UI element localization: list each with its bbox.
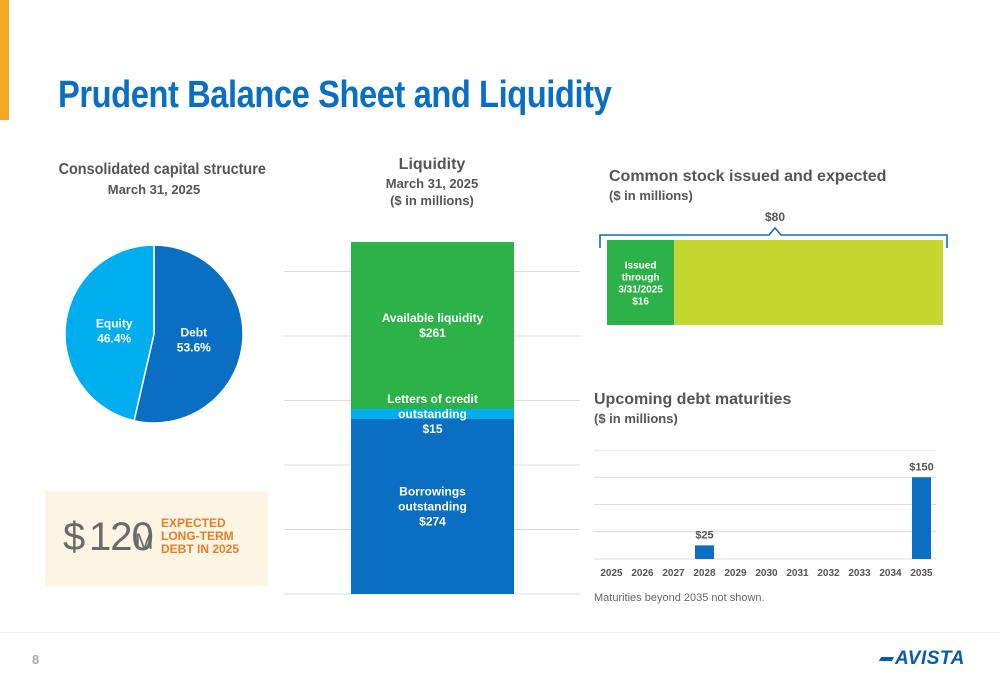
maturity-tick-2025: 2025	[600, 568, 623, 579]
maturities-footnote: Maturities beyond 2035 not shown.	[594, 592, 765, 604]
liquidity-title: Liquidity	[398, 156, 466, 173]
liquidity-value-0: $274	[419, 514, 446, 528]
callout-unit: M	[135, 529, 154, 554]
liquidity-segment-0	[351, 418, 514, 594]
pie-value-equity: 46.4%	[97, 331, 131, 345]
liquidity-label-0: Borrowings	[399, 484, 466, 498]
maturity-tick-2033: 2033	[848, 568, 871, 579]
stock-subtitle: ($ in millions)	[609, 188, 693, 203]
maturity-tick-2034: 2034	[879, 568, 902, 579]
stock-issued-label: through	[622, 273, 660, 284]
pie-slice-equity	[64, 244, 155, 422]
callout-dollar-sign: $	[63, 515, 86, 559]
liquidity-label-1: outstanding	[398, 407, 467, 421]
page-number: 8	[32, 652, 40, 667]
stock-segment-0	[607, 240, 675, 325]
maturities-subtitle: ($ in millions)	[594, 411, 678, 426]
liquidity-segment-1	[351, 409, 514, 419]
maturity-tick-2035: 2035	[910, 568, 933, 579]
stock-issued-value: $16	[632, 297, 649, 308]
maturity-tick-2028: 2028	[693, 568, 716, 579]
liquidity-label-0: outstanding	[398, 499, 467, 513]
maturities-title: Upcoming debt maturities	[594, 391, 792, 408]
liquidity-segment-2	[351, 242, 514, 410]
stock-segment-1	[674, 240, 943, 325]
capital-title: Consolidated capital structure	[58, 161, 266, 178]
maturity-tick-2032: 2032	[817, 568, 840, 579]
pie-value-debt: 53.6%	[177, 341, 211, 355]
maturity-bar-2028	[695, 545, 714, 559]
maturity-data-label-2035: $150	[909, 461, 933, 473]
maturity-bar-2035	[912, 477, 931, 559]
logo-mark-icon	[878, 656, 895, 661]
liquidity-subtitle-units: ($ in millions)	[390, 193, 474, 208]
stock-issued-label: 3/31/2025	[618, 285, 663, 296]
stock-issued-label: Issued	[625, 261, 657, 272]
capital-subtitle: March 31, 2025	[107, 182, 201, 197]
maturities-chart: 2025 2026 2027 $25 2028 2029 2030 2031 2032 2033 2…	[594, 450, 936, 579]
accent-bar	[0, 0, 9, 120]
maturity-data-label-2028: $25	[695, 529, 713, 541]
pie-slice-debt	[133, 244, 244, 424]
liquidity-value-2: $261	[419, 326, 446, 340]
footer-divider	[0, 632, 1000, 633]
liquidity-label-1: Letters of credit	[387, 392, 478, 406]
maturity-tick-2026: 2026	[631, 568, 654, 579]
callout-value: 120	[89, 515, 154, 559]
maturity-tick-2030: 2030	[755, 568, 778, 579]
stock-total-bracket	[599, 226, 948, 248]
liquidity-subtitle-date: March 31, 2025	[385, 176, 479, 191]
maturity-tick-2027: 2027	[662, 568, 685, 579]
stock-total-label: $80	[765, 210, 785, 224]
liquidity-label-2: Available liquidity	[382, 311, 484, 325]
expected-debt-callout: $ 120 M EXPECTED LONG-TERM DEBT IN 2025	[45, 491, 268, 586]
logo-text: AVISTA	[895, 648, 965, 669]
stock-title: Common stock issued and expected	[609, 168, 887, 185]
pie-label-debt: Debt	[180, 326, 207, 340]
pie-label-equity: Equity	[96, 316, 133, 330]
avista-logo: AVISTA	[878, 648, 965, 670]
liquidity-value-1: $15	[422, 422, 442, 436]
maturity-tick-2029: 2029	[724, 568, 747, 579]
callout-text: EXPECTED LONG-TERM DEBT IN 2025	[161, 516, 240, 556]
maturity-tick-2031: 2031	[786, 568, 809, 579]
page-title: Prudent Balance Sheet and Liquidity	[58, 74, 612, 116]
